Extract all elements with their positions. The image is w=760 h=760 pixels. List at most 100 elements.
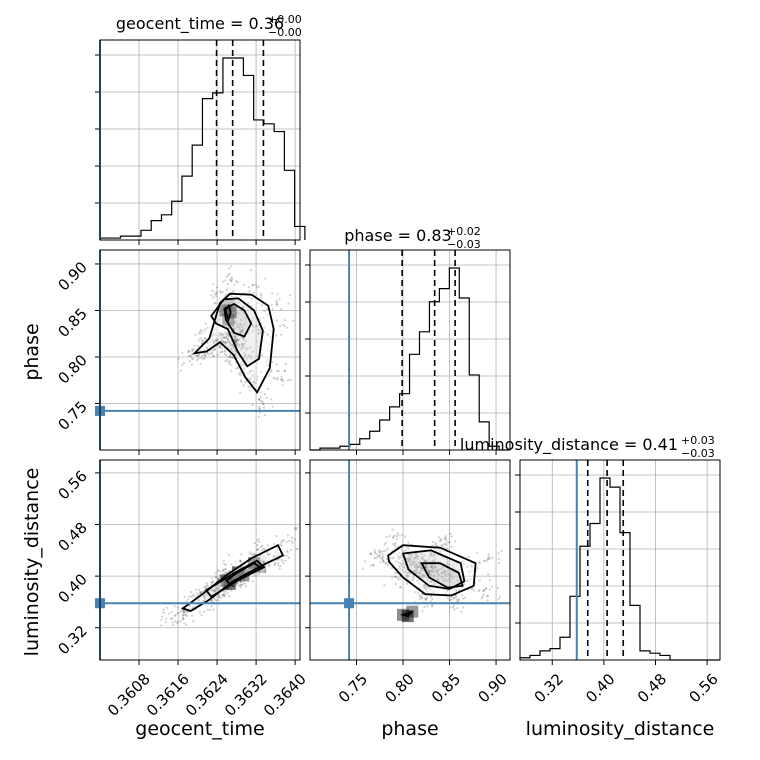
scatter-point <box>233 338 236 342</box>
scatter-point <box>241 343 244 346</box>
scatter-point <box>190 363 194 366</box>
scatter-point <box>210 599 213 602</box>
scatter-point <box>408 558 411 561</box>
scatter-point <box>421 584 424 587</box>
scatter-point <box>361 567 364 570</box>
scatter-point <box>421 555 425 558</box>
scatter-point <box>243 582 246 585</box>
scatter-point <box>426 579 429 582</box>
scatter-point <box>423 586 426 590</box>
scatter-point <box>417 571 421 574</box>
scatter-point <box>401 561 405 564</box>
scatter-point <box>287 302 290 305</box>
scatter-point <box>234 351 237 354</box>
scatter-point <box>420 567 423 570</box>
scatter-point <box>408 559 411 562</box>
scatter-point <box>257 415 261 418</box>
scatter-point <box>446 590 449 593</box>
scatter-point <box>193 344 197 347</box>
scatter-point <box>405 571 408 574</box>
scatter-point <box>428 572 432 576</box>
scatter-point <box>429 600 432 603</box>
scatter-point <box>202 599 205 602</box>
scatter-point <box>423 597 427 600</box>
scatter-point <box>411 578 415 581</box>
scatter-point <box>381 557 384 561</box>
scatter-point <box>221 581 225 584</box>
scatter-point <box>421 574 425 577</box>
scatter-point <box>442 546 446 549</box>
scatter-point <box>221 350 224 353</box>
scatter-point <box>266 544 269 547</box>
scatter-point <box>238 338 241 341</box>
x-tick-label: 0.75 <box>335 670 371 706</box>
scatter-point <box>263 331 266 334</box>
scatter-point <box>218 351 221 354</box>
scatter-point <box>444 537 447 540</box>
scatter-point <box>230 563 233 566</box>
scatter-point <box>419 576 423 579</box>
scatter-point <box>181 614 185 617</box>
scatter-point <box>217 587 220 590</box>
scatter-point <box>200 332 203 335</box>
scatter-point <box>407 575 411 579</box>
scatter-point <box>242 579 245 582</box>
scatter-point <box>423 559 427 562</box>
scatter-point <box>411 562 415 565</box>
scatter-point <box>185 600 188 603</box>
scatter-point <box>211 351 214 354</box>
scatter-point <box>385 557 389 561</box>
scatter-point <box>396 532 399 535</box>
scatter-point <box>464 596 467 599</box>
scatter-point <box>220 337 223 340</box>
scatter-point <box>249 552 253 556</box>
y-tick-label: 0.85 <box>54 305 90 341</box>
scatter-point <box>218 290 221 293</box>
scatter-point <box>284 363 287 366</box>
scatter-point <box>210 294 213 297</box>
scatter-point <box>410 565 413 569</box>
scatter-point <box>176 606 179 609</box>
scatter-point <box>227 334 230 338</box>
contour-level-2 <box>204 559 266 598</box>
scatter-point <box>283 319 287 322</box>
scatter-point <box>399 561 402 564</box>
scatter-point <box>260 399 263 403</box>
scatter-point <box>189 590 193 594</box>
scatter-point <box>440 567 444 570</box>
scatter-point <box>262 316 265 319</box>
scatter-point <box>228 362 231 365</box>
scatter-point <box>247 301 250 305</box>
scatter-point <box>196 592 199 595</box>
scatter-point <box>211 588 214 591</box>
scatter-point <box>230 589 233 592</box>
scatter-point <box>417 565 420 568</box>
scatter-point <box>245 585 248 588</box>
scatter-point <box>236 337 239 340</box>
scatter-point <box>210 583 213 586</box>
scatter-point <box>444 570 447 573</box>
scatter-point <box>264 361 267 364</box>
scatter-point <box>448 563 451 566</box>
scatter-point <box>192 620 195 623</box>
scatter-point <box>217 337 221 340</box>
scatter-point <box>233 327 236 330</box>
scatter-point <box>478 579 481 582</box>
scatter-point <box>286 554 289 557</box>
scatter-point <box>439 538 442 541</box>
scatter-point <box>373 552 377 555</box>
scatter-point <box>400 556 403 559</box>
title-geocent-time-minus: −0.00 <box>268 26 302 39</box>
scatter-point <box>415 553 418 556</box>
scatter-point <box>463 563 466 566</box>
scatter-point <box>220 581 224 584</box>
scatter-point <box>240 583 243 586</box>
scatter-point <box>239 318 243 322</box>
scatter-point <box>286 326 289 329</box>
scatter-point <box>287 540 291 543</box>
scatter-point <box>396 560 399 564</box>
scatter-point <box>230 276 233 279</box>
scatter-point <box>281 539 284 542</box>
scatter-point <box>446 579 449 582</box>
